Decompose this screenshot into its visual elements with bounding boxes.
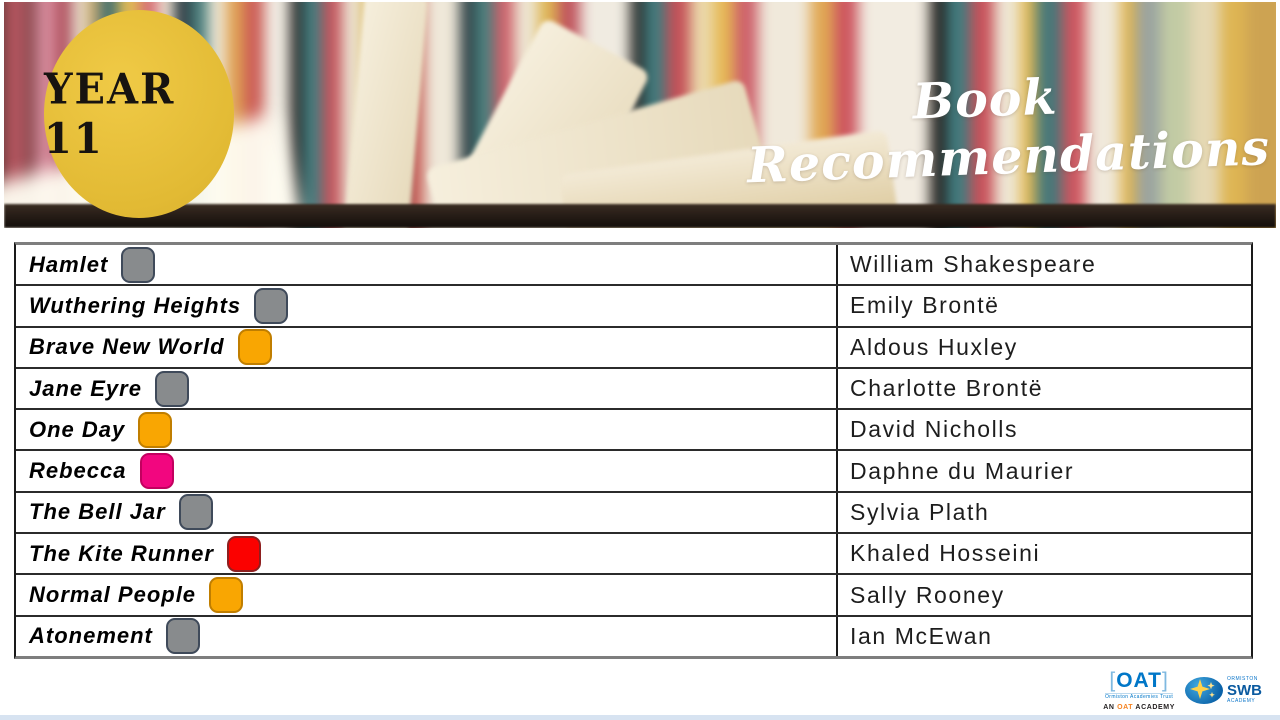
table-row: One Day David Nicholls [16, 410, 1251, 452]
book-title-cell: Hamlet [16, 245, 836, 284]
book-title: The Kite Runner [29, 540, 214, 566]
book-title: Wuthering Heights [29, 292, 242, 318]
swb-logo-text: ORMISTON SWB ACADEMY [1227, 676, 1262, 704]
books-table: Hamlet William Shakespeare Wuthering Hei… [14, 242, 1253, 659]
swb-academy-logo: ORMISTON SWB ACADEMY [1185, 677, 1262, 704]
oat-logo-tagline: AN OAT ACADEMY [1103, 704, 1175, 711]
bottom-accent-bar [0, 715, 1280, 720]
book-author: Sally Rooney [850, 581, 1005, 608]
book-author-cell: David Nicholls [836, 410, 1251, 450]
book-author-cell: Khaled Hosseini [836, 534, 1251, 574]
header-banner-photo: YEAR 11 Book Recommendations [4, 2, 1276, 228]
color-tag-square-gray [165, 618, 200, 655]
color-tag-square-pink [139, 453, 174, 490]
color-tag-square-orange [237, 329, 272, 366]
book-author: Sylvia Plath [850, 498, 990, 525]
book-title: The Bell Jar [29, 499, 166, 525]
book-author-cell: Charlotte Brontë [836, 368, 1251, 409]
book-title: Normal People [29, 582, 197, 608]
table-row: The Kite Runner Khaled Hosseini [16, 534, 1251, 576]
book-title-cell: The Kite Runner [16, 534, 836, 573]
table-row: Normal People Sally Rooney [16, 575, 1251, 617]
book-author-cell: William Shakespeare [836, 245, 1251, 285]
swb-star-icon [1185, 677, 1223, 704]
book-author-cell: Emily Brontë [836, 286, 1251, 326]
table-row: Brave New World Aldous Huxley [16, 327, 1251, 369]
book-title-cell: The Bell Jar [16, 493, 836, 532]
book-title-cell: Wuthering Heights [16, 286, 836, 325]
book-author-cell: Sally Rooney [836, 575, 1251, 615]
color-tag-square-gray [254, 287, 289, 324]
book-title-cell: Brave New World [16, 328, 836, 367]
color-tag-square-orange [209, 577, 244, 614]
table-row: Atonement Ian McEwan [16, 616, 1251, 656]
book-title: Brave New World [29, 334, 225, 360]
color-tag-square-gray [154, 370, 189, 407]
book-title: Rebecca [29, 458, 127, 484]
book-author-cell: Ian McEwan [836, 616, 1251, 656]
table-row: Wuthering Heights Emily Brontë [16, 286, 1251, 328]
slide-title: Book Recommendations [746, 67, 1271, 195]
book-title-cell: Rebecca [16, 451, 836, 490]
book-author-cell: Aldous Huxley [836, 327, 1251, 367]
color-tag-square-red [226, 535, 261, 572]
color-tag-square-orange [138, 411, 173, 448]
book-author: Emily Brontë [850, 292, 1000, 319]
bookshelf-ledge [4, 204, 1276, 228]
book-title: Jane Eyre [29, 375, 142, 401]
oat-logo: [OAT] Ormiston Academies Trust AN OAT AC… [1103, 670, 1175, 711]
book-title-cell: One Day [16, 410, 836, 449]
table-row: Rebecca Daphne du Maurier [16, 451, 1251, 493]
table-row: The Bell Jar Sylvia Plath [16, 492, 1251, 535]
book-author-cell: Sylvia Plath [836, 492, 1251, 533]
book-title: One Day [29, 416, 126, 442]
book-title-cell: Atonement [16, 617, 836, 656]
book-title: Hamlet [29, 251, 109, 277]
book-author: Daphne du Maurier [850, 457, 1075, 484]
year-badge-circle: YEAR 11 [44, 10, 234, 218]
book-author-cell: Daphne du Maurier [836, 451, 1251, 491]
oat-logo-subtext: Ormiston Academies Trust [1104, 693, 1174, 700]
oat-logo-wordmark: [OAT] [1109, 669, 1169, 692]
book-title: Atonement [29, 623, 153, 649]
book-author: Ian McEwan [850, 622, 993, 649]
book-author: David Nicholls [850, 416, 1019, 443]
book-title-cell: Normal People [16, 575, 836, 614]
book-author: Khaled Hosseini [850, 540, 1041, 567]
table-row: Hamlet William Shakespeare [16, 245, 1251, 287]
book-author: Aldous Huxley [850, 333, 1018, 360]
year-badge-label: YEAR 11 [44, 64, 176, 164]
color-tag-square-gray [121, 246, 156, 283]
book-author: Charlotte Brontë [850, 375, 1044, 402]
book-title-cell: Jane Eyre [16, 369, 836, 408]
table-row: Jane Eyre Charlotte Brontë [16, 368, 1251, 411]
footer-logos: [OAT] Ormiston Academies Trust AN OAT AC… [1103, 670, 1262, 711]
color-tag-square-gray [178, 494, 213, 531]
book-author: William Shakespeare [850, 251, 1097, 278]
